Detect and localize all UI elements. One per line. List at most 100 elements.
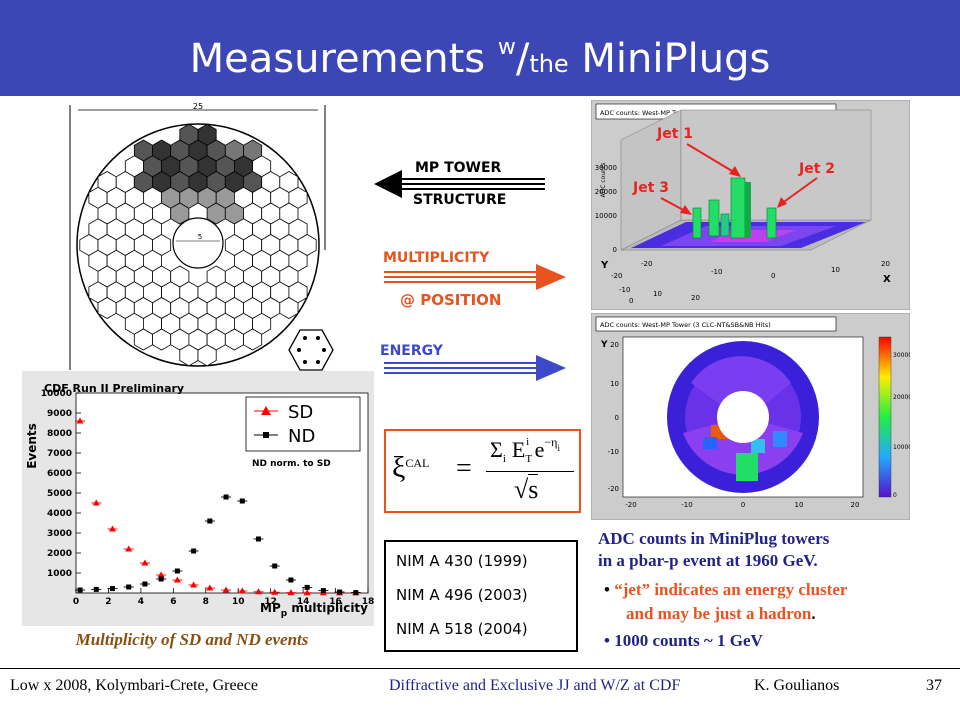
x-tick-label: 14 <box>297 597 310 607</box>
svg-text:20: 20 <box>881 260 890 268</box>
position-label: @ POSITION <box>400 291 502 309</box>
svg-text:-20: -20 <box>611 272 622 280</box>
description-line1: ADC counts in MiniPlug towers <box>598 529 830 548</box>
dim-inner-label: 5 <box>198 233 202 241</box>
legend-nd-label: ND <box>288 426 315 447</box>
fraction-bar <box>486 471 574 472</box>
nd-point <box>77 587 83 593</box>
x-tick-label: 4 <box>138 597 144 607</box>
y-tick-label: 3000 <box>47 529 72 539</box>
sd-point <box>92 499 100 506</box>
nd-point <box>207 518 213 524</box>
hex-tower-cell <box>170 202 190 225</box>
hex-detail-icon <box>288 329 334 371</box>
footer-page: 37 <box>926 677 942 694</box>
y-tick-label: 8000 <box>47 429 72 439</box>
x-tick-label: 6 <box>170 597 176 607</box>
sd-point <box>287 589 295 596</box>
hex-tower-cell <box>197 344 217 367</box>
x-tick-label: 12 <box>264 597 277 607</box>
svg-text:-20: -20 <box>625 501 636 509</box>
jet3-label: Jet 3 <box>632 180 669 196</box>
sd-point <box>238 587 246 594</box>
energy-label: ENERGY <box>380 343 443 359</box>
tower-structure-diagram: 25 5 <box>69 102 334 371</box>
hexagon-tower-grid <box>79 123 317 367</box>
footer-center: Diffractive and Exclusive JJ and W/Z at … <box>389 677 681 694</box>
nd-point <box>272 563 278 569</box>
sd-point <box>76 417 84 424</box>
sd-point <box>206 584 214 591</box>
sd-point <box>303 589 311 596</box>
multiplicity-arrow <box>384 264 566 290</box>
svg-text:20: 20 <box>610 341 619 349</box>
footer-rule <box>0 668 960 669</box>
description: ADC counts in MiniPlug towers in a pbar-… <box>598 528 829 572</box>
svg-text:-10: -10 <box>711 268 722 276</box>
svg-text:-10: -10 <box>681 501 692 509</box>
nd-point <box>304 584 310 590</box>
hex-tower-cell <box>279 297 299 319</box>
nd-point <box>191 548 197 554</box>
nd-point <box>142 581 148 587</box>
slide-title: Measurements w/the MiniPlugs <box>189 35 771 82</box>
x-tick-label: 0 <box>73 597 79 607</box>
svg-text:10000: 10000 <box>893 444 910 451</box>
sd-point <box>255 588 262 595</box>
color-map-y-axis: Y <box>600 340 608 350</box>
svg-text:10: 10 <box>653 290 662 298</box>
svg-text:-10: -10 <box>619 286 630 294</box>
sd-point <box>190 581 198 588</box>
nd-point <box>93 586 99 592</box>
reference-3: NIM A 518 (2004) <box>396 620 528 638</box>
svg-text:0: 0 <box>771 272 775 280</box>
bullet-1: • “jet” indicates an energy cluster <box>604 580 848 599</box>
lego-y-axis: Y <box>600 260 609 271</box>
arrow-right-icon <box>536 355 566 381</box>
sd-point <box>141 559 149 566</box>
legend-sd-label: SD <box>288 402 313 423</box>
y-tick-label: 7000 <box>47 449 72 459</box>
energy-arrow <box>384 355 566 381</box>
chart-xlabel: MPp multiplicity <box>260 601 368 619</box>
lego-zlabel: ADC counts <box>600 163 607 198</box>
sd-point <box>125 545 133 552</box>
color-map: ADC counts: West-MP Tower (3 CLC-NT&SB&N… <box>591 313 910 520</box>
sd-point <box>157 571 165 578</box>
multiplicity-label: MULTIPLICITY <box>383 250 490 266</box>
chart-title: CDF Run II Preliminary <box>44 382 184 395</box>
lego-plot: ADC counts: West-MP Tower (3 CLC-NT&SB&N… <box>591 100 910 310</box>
svg-text:10000: 10000 <box>595 212 617 220</box>
svg-text:20: 20 <box>691 294 700 302</box>
sd-point <box>173 576 181 583</box>
svg-text:10: 10 <box>795 501 804 509</box>
bullet-2: • 1000 counts ~ 1 GeV <box>604 631 763 650</box>
x-tick-label: 8 <box>203 597 209 607</box>
chart-ylabel: Events <box>25 423 39 469</box>
y-tick-label: 4000 <box>47 509 72 519</box>
nd-point <box>256 536 261 542</box>
hex-tower-cell <box>243 328 263 351</box>
svg-text:30000: 30000 <box>595 164 617 172</box>
arrow-left-icon <box>374 170 402 198</box>
nd-point <box>288 577 294 583</box>
nd-point <box>223 494 229 500</box>
arrow-right-icon <box>536 264 566 290</box>
chart-note: ND norm. to SD <box>252 459 331 469</box>
svg-text:30000: 30000 <box>893 352 910 359</box>
dim-outer-label: 25 <box>193 102 203 111</box>
y-tick-label: 2000 <box>47 549 72 559</box>
y-tick-label: 10000 <box>41 389 72 399</box>
nd-point <box>353 590 359 596</box>
svg-text:-20: -20 <box>608 485 619 493</box>
jet1-label: Jet 1 <box>656 126 693 142</box>
svg-text:20000: 20000 <box>595 188 617 196</box>
footer-left: Low x 2008, Kolymbari-Crete, Greece <box>10 677 258 694</box>
x-tick-label: 10 <box>232 597 245 607</box>
formula-xi: ξCAL <box>392 451 430 484</box>
legend-nd-marker <box>263 432 269 438</box>
plot-caption: Multiplicity of SD and ND events <box>75 630 309 649</box>
formula-denominator: √s <box>514 474 539 504</box>
svg-text:0: 0 <box>613 246 617 254</box>
structure-label: STRUCTURE <box>413 192 507 208</box>
